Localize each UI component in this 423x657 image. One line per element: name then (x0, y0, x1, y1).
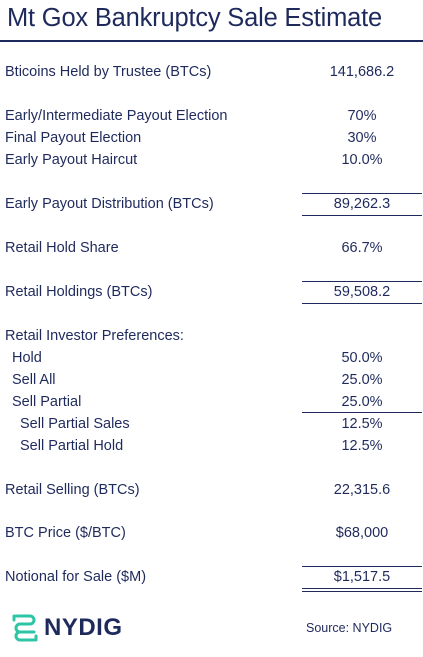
table-row: Retail Hold Share 66.7% (0, 237, 423, 259)
page-title: Mt Gox Bankruptcy Sale Estimate (7, 4, 383, 32)
title-divider (0, 40, 423, 42)
row-value: 89,262.3 (333, 196, 391, 212)
row-label: Early Payout Distribution (BTCs) (5, 196, 214, 212)
row-label: Early Payout Haircut (5, 152, 138, 168)
row-label: Sell Partial Hold (20, 438, 124, 454)
row-label: Final Payout Election (5, 130, 142, 146)
row-value: 12.5% (341, 438, 383, 454)
row-value: 25.0% (341, 394, 383, 410)
total-rule (302, 588, 422, 589)
table-row: BTC Price ($/BTC) $68,000 (0, 522, 423, 544)
row-value: 30% (347, 130, 377, 146)
table-row: Sell All 25.0% (0, 369, 423, 391)
table-row: Retail Selling (BTCs) 22,315.6 (0, 479, 423, 501)
subtotal-rule (302, 412, 422, 413)
row-value: 70% (347, 108, 377, 124)
table-row: Hold 50.0% (0, 347, 423, 369)
source-note: Source: NYDIG (306, 621, 393, 635)
table-row: Early Payout Haircut 10.0% (0, 149, 423, 171)
table-row: Notional for Sale ($M) $1,517.5 (0, 566, 423, 588)
nydig-logo: NYDIG (10, 613, 130, 643)
table-row: Final Payout Election 30% (0, 127, 423, 149)
row-label: Early/Intermediate Payout Election (5, 108, 228, 124)
row-label: Notional for Sale ($M) (5, 569, 147, 585)
row-label: Sell Partial Sales (20, 416, 130, 432)
row-value: $1,517.5 (333, 569, 391, 585)
logo-text: NYDIG (44, 614, 123, 641)
section-heading: Retail Investor Preferences: (5, 328, 184, 344)
table-row: Retail Investor Preferences: (0, 325, 423, 347)
row-value: 25.0% (341, 372, 383, 388)
table-row: Sell Partial Sales 12.5% (0, 413, 423, 435)
subtotal-rule (302, 566, 422, 567)
row-value: 10.0% (341, 152, 383, 168)
row-label: Sell All (12, 372, 56, 388)
table-row: Sell Partial 25.0% (0, 391, 423, 413)
row-value: 66.7% (341, 240, 383, 256)
row-label: Retail Holdings (BTCs) (5, 284, 153, 300)
row-label: Retail Selling (BTCs) (5, 482, 140, 498)
subtotal-rule (302, 303, 422, 304)
table-row: Early/Intermediate Payout Election 70% (0, 105, 423, 127)
row-value: 22,315.6 (333, 482, 391, 498)
row-value: 50.0% (341, 350, 383, 366)
nydig-logo-icon (12, 614, 38, 642)
row-value: 59,508.2 (333, 284, 391, 300)
subtotal-rule (302, 281, 422, 282)
subtotal-rule (302, 193, 422, 194)
subtotal-rule (302, 215, 422, 216)
row-label: Retail Hold Share (5, 240, 119, 256)
table-row: Sell Partial Hold 12.5% (0, 435, 423, 457)
row-value: $68,000 (335, 525, 389, 541)
row-value: 12.5% (341, 416, 383, 432)
row-label: Sell Partial (12, 394, 82, 410)
row-value: 141,686.2 (329, 64, 395, 80)
table-row: Retail Holdings (BTCs) 59,508.2 (0, 281, 423, 303)
table-row: Early Payout Distribution (BTCs) 89,262.… (0, 193, 423, 215)
total-double-rule (302, 591, 422, 592)
table-row: Bticoins Held by Trustee (BTCs) 141,686.… (0, 61, 423, 83)
row-label: Hold (12, 350, 42, 366)
row-label: BTC Price ($/BTC) (5, 525, 126, 541)
row-label: Bticoins Held by Trustee (BTCs) (5, 64, 212, 80)
